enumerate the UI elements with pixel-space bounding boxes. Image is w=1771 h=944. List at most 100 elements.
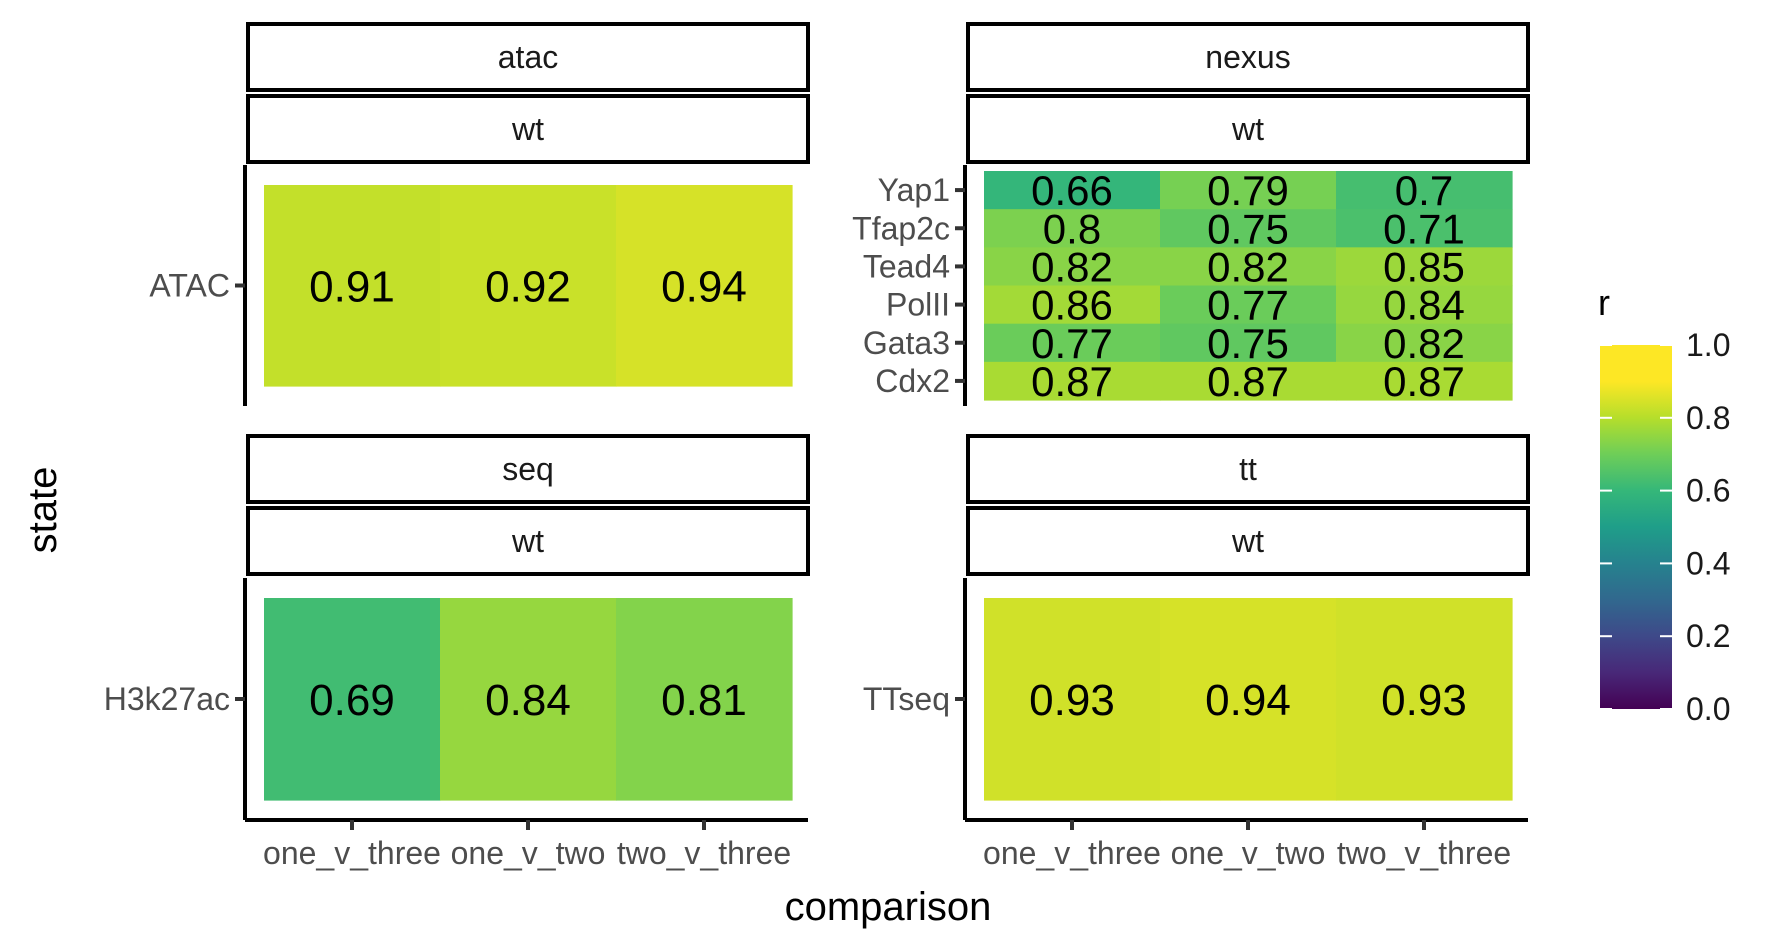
facet-strip-top (246, 434, 810, 504)
heatmap-cell (264, 185, 441, 387)
color-legend: r 0.0 0.2 0.4 0.6 0.8 1.0 (1598, 282, 1730, 727)
facet-strip-top (966, 22, 1530, 92)
heatmap-cell (984, 247, 1161, 287)
cell-value-label: 0.77 (1031, 320, 1113, 367)
heatmap-cell (1160, 323, 1337, 363)
facet-strip-top-label: nexus (1205, 39, 1290, 75)
heatmap-cell (1160, 361, 1337, 401)
heatmap-cell (984, 598, 1161, 801)
y-tick-label: Cdx2 (875, 363, 950, 399)
facet-strip-top (246, 22, 810, 92)
heatmap-cell (984, 323, 1161, 363)
x-tick-label: two_v_three (1337, 835, 1511, 871)
heatmap-cell (1336, 171, 1513, 210)
heatmap-cell (616, 598, 793, 801)
y-tick-label: Tead4 (863, 248, 950, 284)
cell-value-label: 0.93 (1381, 676, 1467, 725)
facet-panel-tt: tt wt 0.93 0.94 0.93 TTseq one_v_three one_v_tw… (863, 434, 1530, 871)
facet-strip-bottom (966, 506, 1530, 576)
cell-value-label: 0.7 (1395, 167, 1453, 214)
legend-colorbar (1600, 345, 1672, 709)
legend-tick-label: 0.0 (1686, 691, 1730, 727)
heatmap-cell (1160, 285, 1337, 325)
cell-value-label: 0.84 (1383, 282, 1465, 329)
cell-value-label: 0.81 (661, 676, 747, 725)
legend-title: r (1598, 282, 1610, 323)
cell-value-label: 0.82 (1383, 320, 1465, 367)
facet-strip-bottom-label: wt (1231, 111, 1264, 147)
cell-value-label: 0.69 (309, 676, 395, 725)
cell-value-label: 0.82 (1207, 244, 1289, 291)
legend-tick-label: 0.6 (1686, 473, 1730, 509)
heatmap-cell (1336, 323, 1513, 363)
y-tick-label: Tfap2c (852, 210, 950, 246)
heatmap-cell (984, 285, 1161, 325)
cell-value-label: 0.93 (1029, 676, 1115, 725)
y-tick-label: PolII (886, 287, 950, 323)
facet-panel-nexus: nexus wt 0.66 0.79 0.7 Yap1 0.8 0.75 0.71 Tfap2c 0… (852, 22, 1530, 406)
heatmap-cell (264, 598, 441, 801)
heatmap-cell (1160, 209, 1337, 248)
facet-strip-top (966, 434, 1530, 504)
facet-strip-bottom-label: wt (511, 523, 544, 559)
heatmap-cell (1336, 598, 1513, 801)
x-tick-label: one_v_two (1171, 835, 1326, 871)
y-tick-label: TTseq (863, 681, 950, 717)
cell-value-label: 0.79 (1207, 167, 1289, 214)
heatmap-cell (440, 185, 617, 387)
heatmap-cell (1336, 247, 1513, 287)
heatmap-cell (984, 171, 1161, 210)
heatmap-cell (1160, 171, 1337, 210)
cell-value-label: 0.85 (1383, 244, 1465, 291)
heatmap-cell (984, 361, 1161, 401)
x-tick-label: one_v_two (451, 835, 606, 871)
cell-value-label: 0.87 (1383, 358, 1465, 405)
heatmap-cell (1160, 598, 1337, 801)
facet-strip-top-label: atac (498, 39, 558, 75)
heatmap-cell (984, 209, 1161, 248)
y-tick-label: H3k27ac (104, 681, 230, 717)
facet-strip-top-label: seq (502, 451, 554, 487)
cell-value-label: 0.94 (661, 262, 747, 311)
y-axis-title: state (21, 467, 65, 554)
facet-panel-atac: atac wt 0.91 0.92 0.94 ATAC (149, 22, 810, 406)
cell-value-label: 0.71 (1383, 205, 1465, 252)
cell-value-label: 0.75 (1207, 205, 1289, 252)
cell-value-label: 0.66 (1031, 167, 1113, 214)
facet-strip-bottom-label: wt (1231, 523, 1264, 559)
facet-strip-bottom (246, 506, 810, 576)
cell-value-label: 0.94 (1205, 676, 1291, 725)
facet-strip-bottom (966, 94, 1530, 164)
cell-value-label: 0.87 (1207, 358, 1289, 405)
cell-value-label: 0.86 (1031, 282, 1113, 329)
cell-value-label: 0.75 (1207, 320, 1289, 367)
heatmap-cell (440, 598, 617, 801)
y-tick-label: Gata3 (863, 325, 950, 361)
heatmap-cell (1336, 361, 1513, 401)
facet-strip-bottom-label: wt (511, 111, 544, 147)
x-tick-label: one_v_three (263, 835, 441, 871)
x-tick-label: two_v_three (617, 835, 791, 871)
legend-tick-label: 0.8 (1686, 400, 1730, 436)
cell-value-label: 0.8 (1043, 205, 1101, 252)
x-tick-label: one_v_three (983, 835, 1161, 871)
heatmap-cell (1336, 209, 1513, 248)
cell-value-label: 0.77 (1207, 282, 1289, 329)
legend-ticks: 0.0 0.2 0.4 0.6 0.8 1.0 (1600, 327, 1730, 727)
facet-strip-top-label: tt (1239, 451, 1257, 487)
legend-tick-label: 1.0 (1686, 327, 1730, 363)
facet-panel-seq: seq wt 0.69 0.84 0.81 H3k27ac one_v_three one_v… (104, 434, 810, 871)
legend-tick-label: 0.2 (1686, 618, 1730, 654)
x-axis-title: comparison (785, 885, 992, 929)
cell-value-label: 0.87 (1031, 358, 1113, 405)
y-tick-label: Yap1 (878, 172, 950, 208)
heatmap-cell (1336, 285, 1513, 325)
facet-strip-bottom (246, 94, 810, 164)
heatmap-cell (616, 185, 793, 387)
heatmap-cell (1160, 247, 1337, 287)
cell-value-label: 0.91 (309, 262, 395, 311)
y-tick-label: ATAC (149, 268, 230, 304)
cell-value-label: 0.92 (485, 262, 571, 311)
